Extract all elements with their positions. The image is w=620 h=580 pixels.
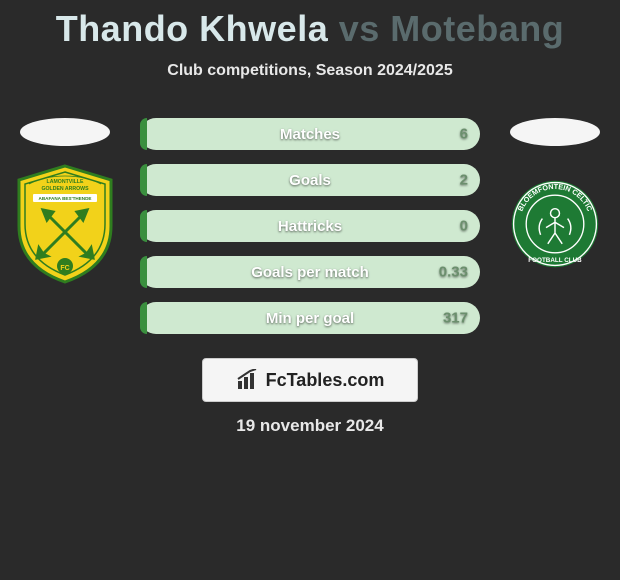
stat-value-right: 2 <box>460 172 468 189</box>
page-title: Thando Khwela vs Motebang <box>0 8 620 50</box>
subtitle: Club competitions, Season 2024/2025 <box>0 62 620 80</box>
player1-name: Thando Khwela <box>56 8 329 49</box>
stat-bar: Goals per match 0.33 <box>140 256 480 288</box>
club-crest-left: LAMONTVILLE GOLDEN ARROWS ABAFANA BES'TH… <box>15 164 115 284</box>
stat-label: Hattricks <box>278 218 342 235</box>
stats-column: Matches 6 Goals 2 Hattricks 0 Goals per match 0… <box>140 118 480 334</box>
stat-fill <box>140 302 147 334</box>
left-column: LAMONTVILLE GOLDEN ARROWS ABAFANA BES'TH… <box>10 118 120 284</box>
stat-label: Matches <box>280 126 340 143</box>
date-line: 19 november 2024 <box>0 416 620 436</box>
player2-portrait-placeholder <box>510 118 600 146</box>
bloemfontein-celtic-crest-icon: BLOEMFONTEIN CELTIC FOOTBALL CLUB <box>510 179 600 269</box>
stat-bar: Matches 6 <box>140 118 480 150</box>
svg-text:ABAFANA BES'THENDE: ABAFANA BES'THENDE <box>39 196 92 201</box>
svg-text:FC: FC <box>60 265 69 272</box>
stat-label: Goals per match <box>251 264 369 281</box>
stat-fill <box>140 210 147 242</box>
svg-text:GOLDEN ARROWS: GOLDEN ARROWS <box>41 186 89 192</box>
right-column: BLOEMFONTEIN CELTIC FOOTBALL CLUB <box>500 118 610 284</box>
stat-value-right: 6 <box>460 126 468 143</box>
main-area: LAMONTVILLE GOLDEN ARROWS ABAFANA BES'TH… <box>0 118 620 334</box>
stat-label: Goals <box>289 172 331 189</box>
vs-text: vs <box>339 8 380 49</box>
stat-bar: Goals 2 <box>140 164 480 196</box>
svg-text:FOOTBALL CLUB: FOOTBALL CLUB <box>528 257 582 264</box>
player2-name: Motebang <box>390 8 564 49</box>
stat-fill <box>140 256 147 288</box>
stat-value-right: 317 <box>443 310 468 327</box>
comparison-card: Thando Khwela vs Motebang Club competiti… <box>0 0 620 436</box>
player1-portrait-placeholder <box>20 118 110 146</box>
stat-bar: Min per goal 317 <box>140 302 480 334</box>
golden-arrows-crest-icon: LAMONTVILLE GOLDEN ARROWS ABAFANA BES'TH… <box>15 164 115 284</box>
stat-bar: Hattricks 0 <box>140 210 480 242</box>
stat-value-right: 0.33 <box>439 264 468 281</box>
stat-fill <box>140 164 147 196</box>
brand-text: FcTables.com <box>266 370 385 391</box>
svg-text:LAMONTVILLE: LAMONTVILLE <box>47 179 84 185</box>
brand-box[interactable]: FcTables.com <box>202 358 418 402</box>
club-crest-right: BLOEMFONTEIN CELTIC FOOTBALL CLUB <box>505 164 605 284</box>
stat-fill <box>140 118 147 150</box>
stat-value-right: 0 <box>460 218 468 235</box>
stat-label: Min per goal <box>266 310 354 327</box>
chart-icon <box>236 369 262 391</box>
